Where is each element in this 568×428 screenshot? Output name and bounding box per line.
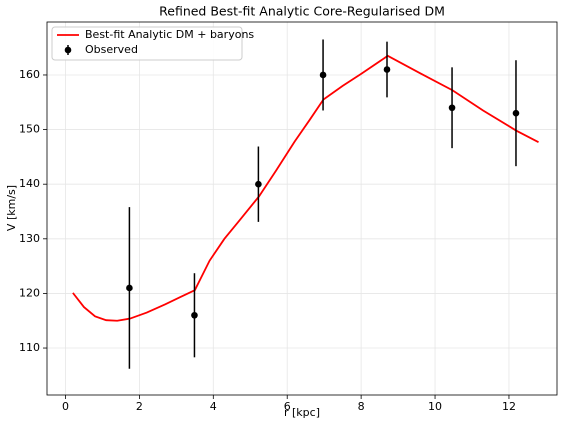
- y-tick-label: 130: [19, 232, 40, 245]
- fit-line: [72, 54, 539, 322]
- y-tick-label: 160: [19, 68, 40, 81]
- data-point: [319, 71, 327, 79]
- chart-title: Refined Best-fit Analytic Core-Regularis…: [159, 4, 445, 19]
- data-point: [126, 284, 133, 292]
- y-axis-label: V [km/s]: [5, 185, 18, 231]
- y-tick-label: 150: [19, 123, 40, 136]
- grid: 0 2 4 6 8 10 12 110 120 130 140 150 160: [19, 22, 557, 413]
- x-tick-label: 0: [62, 400, 69, 413]
- x-tick-label: 2: [136, 400, 143, 413]
- x-tick-label: 8: [358, 400, 365, 413]
- plot: [72, 39, 539, 369]
- legend-marker: [64, 46, 72, 54]
- x-tick-label: 12: [502, 400, 516, 413]
- data-point: [191, 311, 198, 319]
- data-point: [448, 104, 456, 112]
- data-point: [512, 109, 520, 117]
- legend-label: Observed: [85, 43, 138, 56]
- x-tick-label: 4: [210, 400, 217, 413]
- x-axis-label: r [kpc]: [284, 406, 320, 419]
- data-point: [255, 180, 262, 188]
- x-tick-label: 10: [428, 400, 442, 413]
- legend-box: [51, 26, 243, 61]
- legend: Best-fit Analytic DM + baryons Observed: [51, 26, 254, 61]
- legend-label: Best-fit Analytic DM + baryons: [85, 28, 254, 41]
- x-tick-label: 6: [284, 400, 291, 413]
- data-point: [383, 66, 391, 73]
- y-tick-label: 120: [19, 286, 40, 299]
- y-tick-label: 140: [19, 177, 40, 190]
- axes-frame: [46, 21, 558, 396]
- y-tick-label: 110: [19, 341, 40, 354]
